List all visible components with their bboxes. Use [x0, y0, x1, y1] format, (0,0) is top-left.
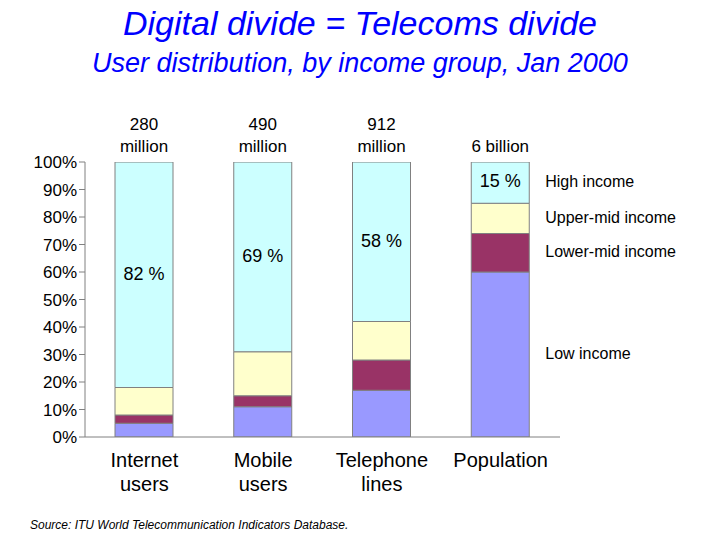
svg-text:912million: 912million	[357, 115, 405, 156]
html-text:Source: ITU World Telecommunic: Source: ITU World Telecommunication Indi…	[30, 518, 349, 532]
svg-text:82 %: 82 %	[123, 264, 164, 284]
svg-text:20%: 20%	[43, 373, 77, 392]
svg-text:High income: High income	[545, 173, 634, 190]
svg-text:280million: 280million	[120, 115, 168, 156]
html-text:User distribution, by income g: User distribution, by income group, Jan …	[92, 48, 628, 78]
svg-text:Telephonelines: Telephonelines	[336, 449, 428, 495]
svg-text:6 billion: 6 billion	[471, 137, 529, 156]
svg-text:60%: 60%	[43, 263, 77, 282]
svg-text:490million: 490million	[239, 115, 287, 156]
svg-text:80%: 80%	[43, 208, 77, 227]
svg-text:58 %: 58 %	[361, 231, 402, 251]
svg-text:50%: 50%	[43, 291, 77, 310]
svg-text:Lower-mid income: Lower-mid income	[545, 243, 676, 260]
svg-text:40%: 40%	[43, 318, 77, 337]
svg-text:0%: 0%	[52, 428, 77, 447]
svg-text:30%: 30%	[43, 346, 77, 365]
svg-text:70%: 70%	[43, 236, 77, 255]
svg-text:100%: 100%	[34, 153, 77, 172]
svg-text:69 %: 69 %	[242, 246, 283, 266]
svg-text:Low income: Low income	[545, 345, 630, 362]
svg-text:Mobileusers: Mobileusers	[234, 449, 293, 495]
svg-text:10%: 10%	[43, 401, 77, 420]
html-text:Digital divide = Telecoms divi: Digital divide = Telecoms divide	[123, 4, 597, 42]
svg-text:90%: 90%	[43, 181, 77, 200]
svg-text:15 %: 15 %	[480, 171, 521, 191]
svg-text:Upper-mid income: Upper-mid income	[545, 209, 676, 226]
svg-text:Internetusers: Internetusers	[110, 449, 178, 495]
svg-text:Population: Population	[453, 449, 548, 471]
